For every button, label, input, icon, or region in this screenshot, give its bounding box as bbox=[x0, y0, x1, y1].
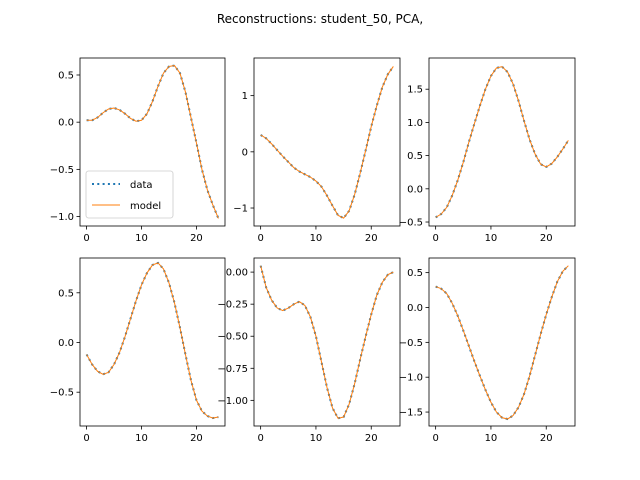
x-tick-label: 0 bbox=[83, 433, 89, 444]
y-tick-label: −0.5 bbox=[399, 218, 423, 229]
x-tick-label: 0 bbox=[83, 233, 89, 244]
y-tick-label: −0.5 bbox=[399, 338, 423, 349]
y-tick-label: 0.5 bbox=[58, 70, 74, 81]
y-tick-label: −0.5 bbox=[50, 388, 74, 399]
x-tick-label: 10 bbox=[310, 433, 323, 444]
y-tick-label: 0.5 bbox=[407, 151, 423, 162]
subplot-1: 0 10 20 0.5 0.0 −0.5 −1.0 data model bbox=[50, 57, 226, 244]
x-tick-label: 20 bbox=[190, 233, 203, 244]
x-tick-label: 20 bbox=[540, 433, 553, 444]
y-tick-label: 1.5 bbox=[407, 85, 423, 96]
y-tick-label: 0.0 bbox=[58, 118, 74, 129]
y-tick-label: 0.00 bbox=[226, 268, 248, 279]
y-tick-label: 1 bbox=[242, 91, 248, 102]
y-tick-label: −1.0 bbox=[399, 373, 423, 384]
x-tick-label: 10 bbox=[485, 433, 498, 444]
x-tick-label: 10 bbox=[135, 433, 148, 444]
y-tick-label: 0.0 bbox=[58, 338, 74, 349]
x-tick-label: 20 bbox=[540, 233, 553, 244]
y-tick-label: 1.0 bbox=[407, 118, 423, 129]
x-tick-label: 0 bbox=[257, 233, 263, 244]
x-tick-label: 10 bbox=[310, 233, 323, 244]
series-line-model bbox=[86, 65, 219, 219]
axes-frame bbox=[79, 257, 226, 427]
x-tick-label: 20 bbox=[365, 233, 378, 244]
axes-frame bbox=[428, 57, 576, 227]
axes-frame bbox=[79, 57, 226, 227]
series-line-model bbox=[260, 66, 394, 219]
y-tick-label: 0.0 bbox=[407, 303, 423, 314]
legend-label-model: model bbox=[130, 201, 161, 212]
series-line-model bbox=[435, 66, 569, 218]
legend: data model bbox=[85, 170, 174, 219]
series-line-model bbox=[260, 265, 394, 419]
y-tick-label: −0.5 bbox=[50, 165, 74, 176]
y-tick-label: 0.0 bbox=[407, 184, 423, 195]
subplot-4: 0 10 20 0.5 0.0 −0.5 bbox=[50, 257, 226, 444]
subplot-3: 0 10 20 1.5 1.0 0.5 0.0 −0.5 bbox=[399, 57, 576, 244]
legend-label-data: data bbox=[130, 180, 153, 191]
x-tick-label: 0 bbox=[257, 433, 263, 444]
series-line-model bbox=[435, 265, 569, 420]
legend-frame bbox=[85, 170, 174, 219]
y-tick-label: −1.5 bbox=[399, 408, 423, 419]
y-tick-label: −0.25 bbox=[217, 300, 248, 311]
y-tick-label: 0 bbox=[242, 147, 248, 158]
x-tick-label: 20 bbox=[365, 433, 378, 444]
y-tick-label: −1 bbox=[233, 204, 248, 215]
x-tick-label: 0 bbox=[432, 233, 438, 244]
y-tick-label: −0.75 bbox=[217, 364, 248, 375]
subplot-5: 0 10 20 0.00 −0.25 −0.50 −0.75 −1.00 bbox=[217, 257, 401, 444]
series-line-model bbox=[86, 262, 219, 419]
axes-frame bbox=[253, 57, 401, 227]
subplot-6: 0 10 20 0.5 0.0 −0.5 −1.0 −1.5 bbox=[399, 257, 576, 444]
y-tick-label: −1.0 bbox=[50, 212, 74, 223]
x-tick-label: 10 bbox=[135, 233, 148, 244]
y-tick-label: −0.50 bbox=[217, 332, 248, 343]
x-tick-label: 10 bbox=[485, 233, 498, 244]
axes-frame bbox=[253, 257, 401, 427]
y-tick-label: 0.5 bbox=[407, 268, 423, 279]
figure-title: Reconstructions: student_50, PCA, bbox=[217, 12, 423, 26]
x-tick-label: 20 bbox=[190, 433, 203, 444]
y-tick-label: 0.5 bbox=[58, 288, 74, 299]
y-tick-label: −1.00 bbox=[217, 396, 248, 407]
x-tick-label: 0 bbox=[432, 433, 438, 444]
